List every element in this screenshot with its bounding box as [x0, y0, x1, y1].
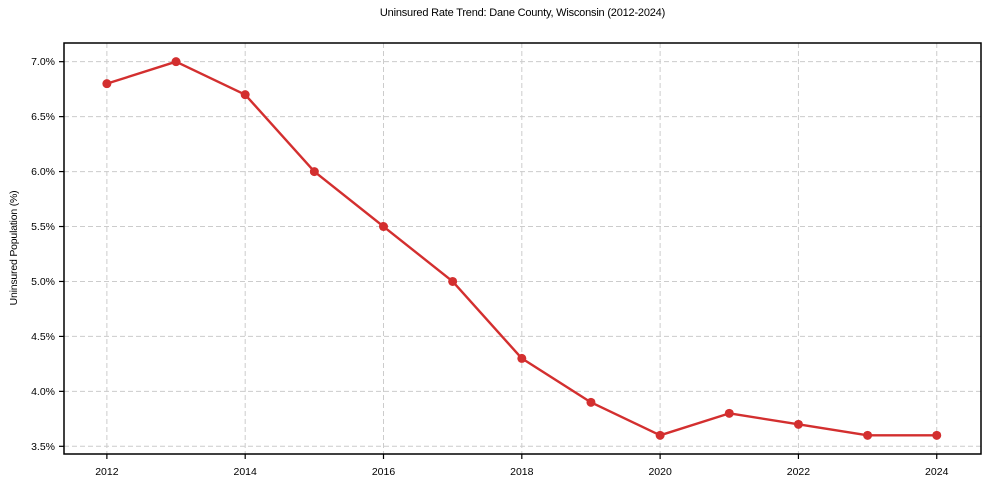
y-tick-label: 4.5%: [31, 331, 55, 343]
plot-frame: [63, 42, 982, 455]
data-point-2017: [448, 276, 458, 286]
y-tick-label: 6.5%: [31, 111, 55, 123]
x-tick-label: 2018: [510, 466, 534, 478]
x-tick-label: 2020: [648, 466, 672, 478]
y-tick-label: 5.0%: [31, 276, 55, 288]
y-tick-label: 7.0%: [31, 56, 55, 68]
data-point-2023: [863, 430, 873, 440]
data-point-2019: [586, 397, 596, 407]
y-tick-label: 4.0%: [31, 386, 55, 398]
x-tick-label: 2012: [95, 466, 119, 478]
data-point-2024: [932, 430, 942, 440]
data-point-2020: [655, 430, 665, 440]
x-tick-label: 2016: [372, 466, 396, 478]
data-point-2014: [240, 90, 250, 100]
data-point-2018: [517, 353, 527, 363]
data-point-2022: [793, 419, 803, 429]
data-point-2012: [102, 79, 112, 89]
x-tick-label: 2022: [787, 466, 811, 478]
data-point-2013: [171, 57, 181, 67]
chart-title: Uninsured Rate Trend: Dane County, Wisco…: [379, 7, 666, 19]
y-tick-label: 3.5%: [31, 441, 55, 453]
x-tick-label: 2024: [925, 466, 949, 478]
y-axis-label: Uninsured Population (%): [8, 190, 20, 306]
data-point-2015: [309, 167, 319, 177]
x-tick-label: 2014: [234, 466, 258, 478]
data-point-2016: [378, 222, 388, 232]
y-tick-label: 5.5%: [31, 221, 55, 233]
y-tick-label: 6.0%: [31, 166, 55, 178]
data-point-2021: [724, 408, 734, 418]
